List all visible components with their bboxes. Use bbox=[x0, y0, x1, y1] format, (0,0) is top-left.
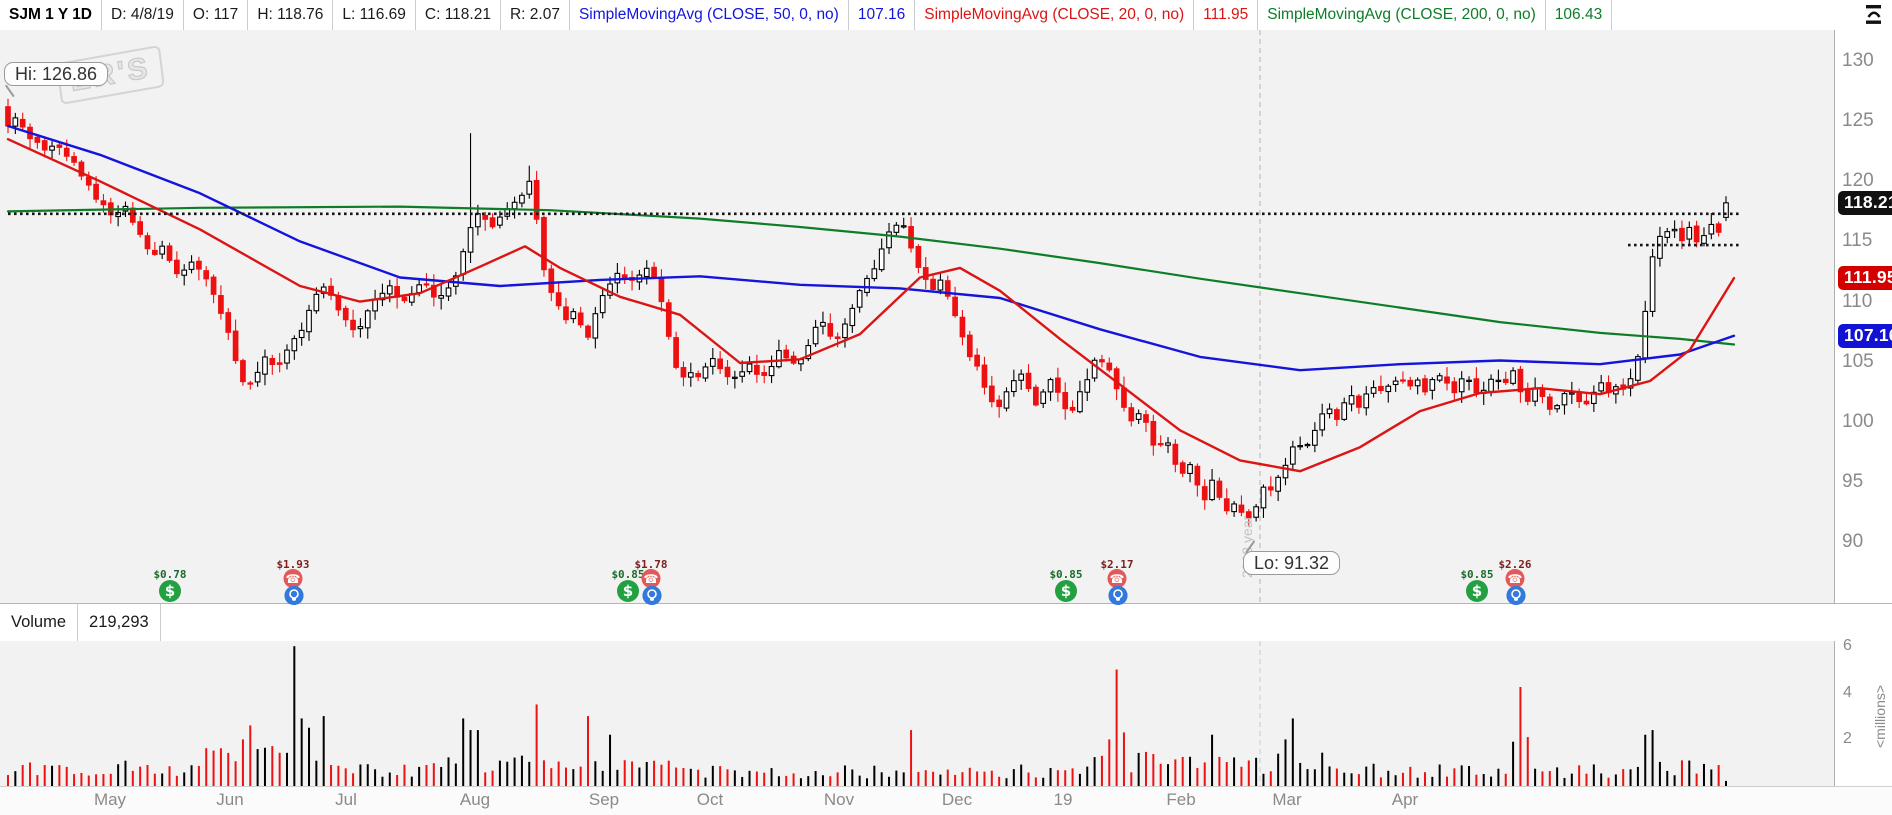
study-value: 106.43 bbox=[1546, 0, 1613, 30]
dividend-amount-label: $0.85 bbox=[1049, 568, 1083, 581]
volume-canvas[interactable] bbox=[0, 641, 1834, 786]
month-label: Jun bbox=[216, 790, 244, 809]
earnings-idea-icon[interactable] bbox=[1108, 586, 1128, 605]
dividend-amount-label: $0.85 bbox=[1460, 568, 1494, 581]
earnings-amount-label: $1.78 bbox=[634, 558, 668, 571]
symbol-timeframe[interactable]: SJM 1 Y 1D bbox=[0, 0, 103, 30]
high-callout: Hi: 126.86 bbox=[4, 62, 109, 97]
study-value: 111.95 bbox=[1194, 0, 1259, 30]
ohlc-field: O: 117 bbox=[184, 0, 249, 30]
earnings-amount-label: $1.93 bbox=[276, 558, 310, 571]
price-tag: 118.21 bbox=[1838, 190, 1892, 215]
price-tick-label: 130 bbox=[1842, 50, 1874, 71]
month-label: Aug bbox=[459, 790, 491, 809]
chart-header-bar: SJM 1 Y 1D D: 4/8/19 O: 117 H: 118.76 L: 11… bbox=[0, 0, 1892, 31]
earnings-idea-icon[interactable] bbox=[284, 586, 304, 605]
month-label: Sep bbox=[588, 790, 620, 809]
earnings-call-icon[interactable]: ☎ bbox=[641, 569, 661, 588]
study-label[interactable]: SimpleMovingAvg (CLOSE, 50, 0, no) bbox=[570, 0, 849, 30]
earnings-call-icon[interactable]: ☎ bbox=[1505, 569, 1525, 588]
volume-tick-label: 4 bbox=[1843, 683, 1852, 701]
sma-50-line[interactable] bbox=[6, 124, 1736, 372]
study-value: 107.16 bbox=[849, 0, 916, 30]
month-label: May bbox=[93, 790, 127, 809]
volume-tick-label: 2 bbox=[1843, 730, 1852, 748]
ohlc-field: D: 4/8/19 bbox=[102, 0, 184, 30]
price-axis[interactable]: 130 125 120 115 110 105 100 95 90 118.21 111.95 107… bbox=[1834, 30, 1892, 604]
ohlc-field: R: 2.07 bbox=[501, 0, 570, 30]
month-label: Dec bbox=[941, 790, 973, 809]
earnings-call-icon[interactable]: ☎ bbox=[1107, 569, 1127, 588]
price-tick-label: 90 bbox=[1842, 531, 1864, 553]
sma-200-line[interactable] bbox=[6, 205, 1736, 346]
month-label: Apr bbox=[1391, 790, 1419, 809]
month-label: Nov bbox=[823, 790, 855, 809]
time-axis[interactable]: May Jun Jul Aug Sep Oct Nov Dec 19 Feb Mar Apr bbox=[0, 786, 1892, 815]
ohlc-field: L: 116.69 bbox=[333, 0, 416, 30]
month-label: Oct bbox=[696, 790, 724, 809]
volume-axis[interactable]: 6 4 2 bbox=[1834, 637, 1892, 786]
month-label: 19 bbox=[1053, 790, 1073, 809]
sma-20-line[interactable] bbox=[6, 138, 1736, 473]
price-tick-label: 110 bbox=[1842, 290, 1873, 312]
volume-tick-label: 6 bbox=[1843, 637, 1852, 655]
ohlc-field: C: 118.21 bbox=[416, 0, 501, 30]
volume-chart-pane[interactable] bbox=[0, 641, 1834, 786]
study-labels: SimpleMovingAvg (CLOSE, 50, 0, no) 107.16… bbox=[570, 0, 1613, 30]
study-label[interactable]: SimpleMovingAvg (CLOSE, 200, 0, no) bbox=[1258, 0, 1546, 30]
price-chart-pane[interactable]: ER'S Hi: 126.86 Lo: 91.32 2018 year $0.7… bbox=[0, 30, 1834, 605]
earnings-call-icon[interactable]: ☎ bbox=[283, 569, 303, 588]
ohlc-field: H: 118.76 bbox=[248, 0, 334, 30]
candlestick-series[interactable] bbox=[5, 98, 1729, 527]
volume-header-bar: Volume 219,293 bbox=[0, 604, 1892, 642]
volume-axis-unit: <millions> bbox=[1872, 684, 1888, 748]
price-tag: 111.95 bbox=[1838, 266, 1892, 291]
ohlc-fields: D: 4/8/19 O: 117 H: 118.76 L: 116.69 C: 118.… bbox=[102, 0, 570, 30]
price-chart-canvas[interactable] bbox=[0, 30, 1834, 603]
price-tick-label: 120 bbox=[1842, 170, 1874, 192]
dividend-icon[interactable]: $ bbox=[1055, 580, 1077, 602]
volume-value: 219,293 bbox=[78, 604, 161, 641]
dividend-icon[interactable]: $ bbox=[1466, 580, 1488, 602]
month-label: Mar bbox=[1272, 790, 1302, 809]
price-tick-label: 125 bbox=[1842, 110, 1874, 132]
volume-study-label[interactable]: Volume bbox=[0, 604, 79, 641]
dividend-icon[interactable]: $ bbox=[617, 580, 639, 602]
price-tag: 107.16 bbox=[1838, 323, 1892, 348]
header-spacer bbox=[1612, 0, 1858, 30]
earnings-amount-label: $2.17 bbox=[1100, 558, 1134, 571]
dividend-amount-label: $0.78 bbox=[153, 568, 187, 581]
price-tick-label: 105 bbox=[1842, 350, 1874, 372]
low-callout: Lo: 91.32 bbox=[1243, 540, 1341, 575]
month-label: Jul bbox=[335, 790, 357, 809]
volume-bars[interactable] bbox=[7, 646, 1727, 786]
dividend-amount-label: $0.85 bbox=[611, 568, 645, 581]
price-tick-label: 95 bbox=[1842, 471, 1864, 493]
dividend-icon[interactable]: $ bbox=[159, 580, 181, 602]
study-label[interactable]: SimpleMovingAvg (CLOSE, 20, 0, no) bbox=[915, 0, 1195, 30]
earnings-amount-label: $2.26 bbox=[1498, 558, 1532, 571]
price-tick-label: 115 bbox=[1842, 230, 1873, 252]
month-label: Feb bbox=[1166, 790, 1196, 809]
earnings-idea-icon[interactable] bbox=[642, 586, 662, 605]
pane-toggle-icon[interactable] bbox=[1858, 0, 1892, 30]
price-tick-label: 100 bbox=[1842, 410, 1874, 432]
earnings-idea-icon[interactable] bbox=[1506, 586, 1526, 605]
